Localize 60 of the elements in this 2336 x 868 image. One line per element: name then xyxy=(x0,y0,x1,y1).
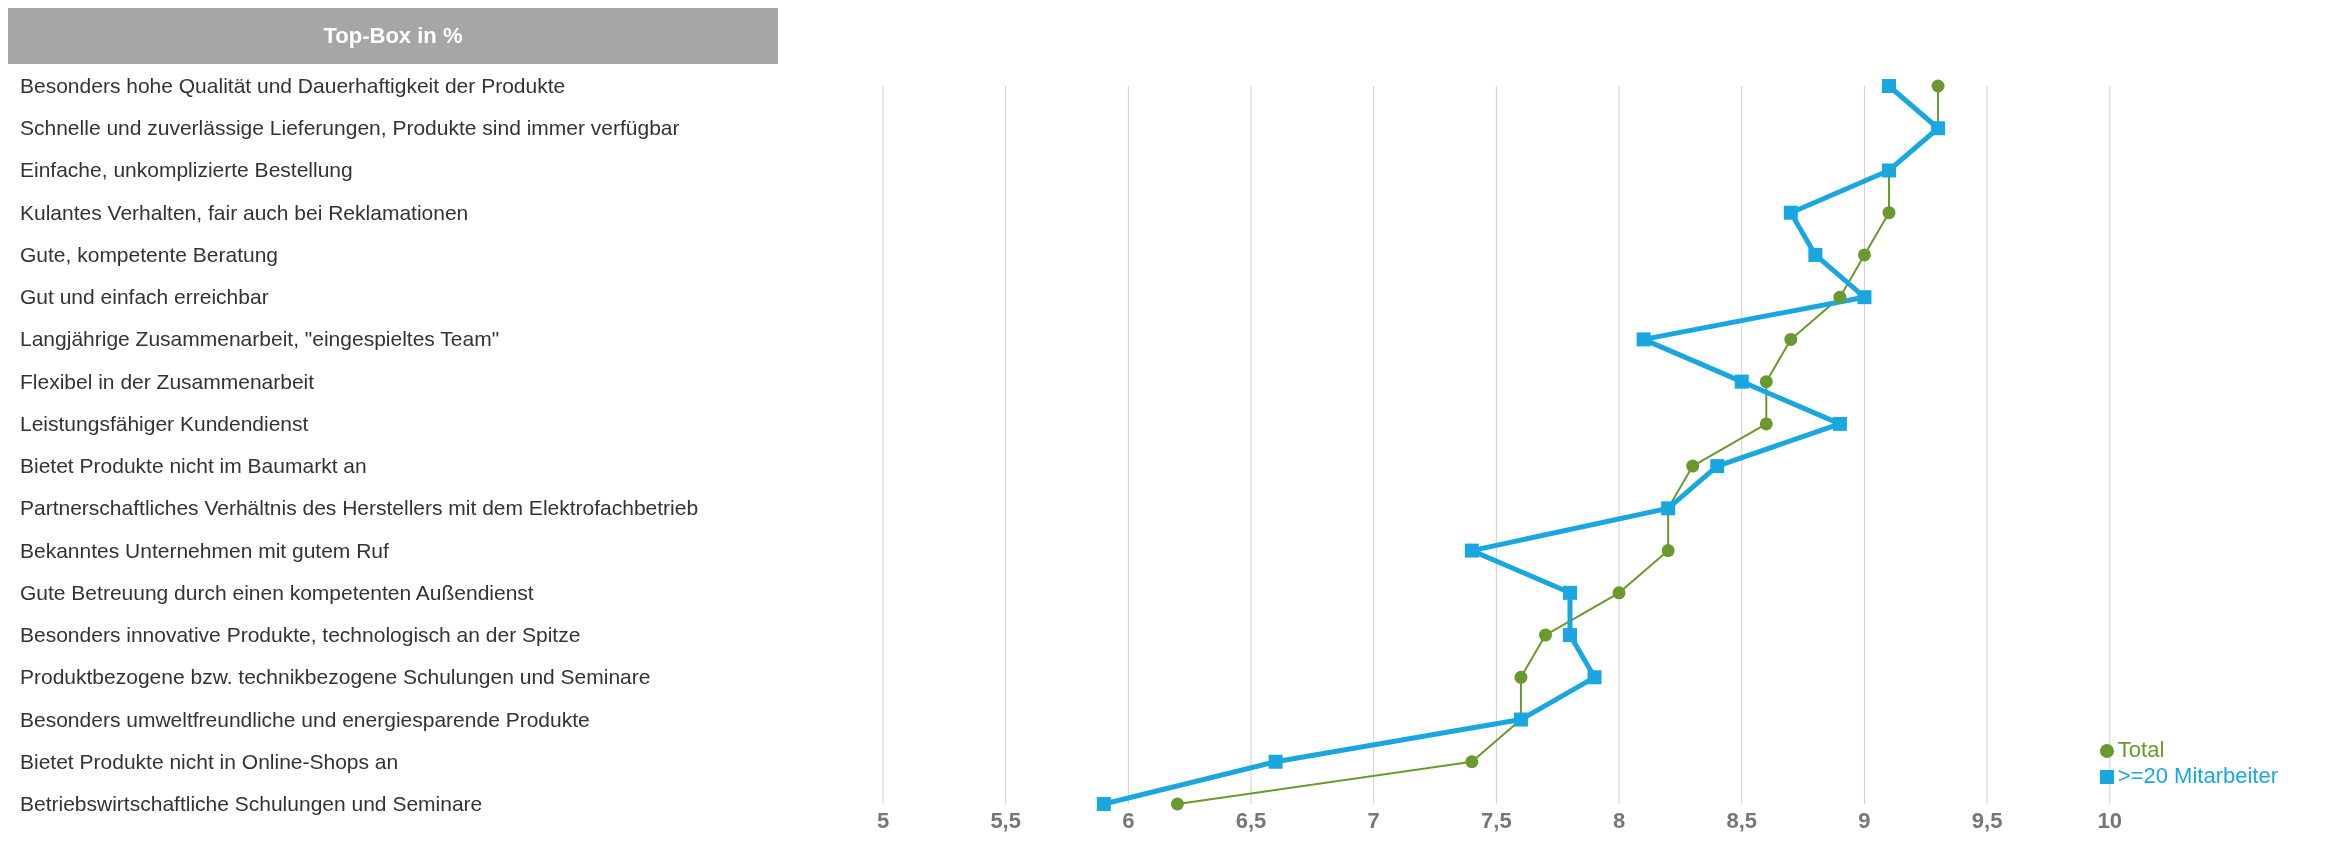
y-tick-label: Leistungsfähiger Kundendienst xyxy=(20,411,309,435)
x-tick-label: 7 xyxy=(1367,807,1380,833)
point xyxy=(1096,797,1111,811)
point xyxy=(1710,459,1725,474)
point xyxy=(1784,332,1798,346)
y-tick-label: Gute, kompetente Beratung xyxy=(20,242,278,266)
y-tick-label: Besonders hohe Qualität und Dauerhaftigkeit der Produkte xyxy=(20,74,566,97)
point xyxy=(1857,290,1872,305)
y-tick-label: Schnelle und zuverlässige Lieferungen, Produkte sind immer verfügbar xyxy=(20,116,680,140)
y-tick-label: Gute Betreuung durch einen kompetenten Außendienst xyxy=(20,580,534,604)
y-tick-label: Gut und einfach erreichbar xyxy=(20,285,269,309)
y-tick-label: Besonders umweltfreundliche und energiesparende Produkte xyxy=(20,707,590,731)
point xyxy=(1882,206,1896,220)
y-tick-label: Partnerschaftliches Verhältnis des Herstellers mit dem Elektrofachbetrieb xyxy=(20,496,699,520)
point xyxy=(1514,670,1528,684)
y-tick-label: Kulantes Verhalten, fair auch bei Reklamationen xyxy=(20,200,469,224)
y-tick-label: Einfache, unkomplizierte Bestellung xyxy=(20,158,353,182)
x-tick-label: 8 xyxy=(1612,807,1626,833)
y-tick-label: Produktbezogene bzw. technikbezogene Schulungen und Seminare xyxy=(20,665,651,689)
x-tick-label: 8,5 xyxy=(1726,807,1758,833)
x-tick-label: 5,5 xyxy=(990,807,1021,833)
x-tick-label: 10 xyxy=(2097,807,2123,833)
y-tick-label: Bietet Produkte nicht im Baumarkt an xyxy=(20,454,367,478)
x-tick-label: 6 xyxy=(1122,807,1135,833)
point xyxy=(1783,205,1798,220)
y-tick-label: Besonders innovative Produkte, technologisch an der Spitze xyxy=(20,623,581,647)
point xyxy=(1170,797,1184,811)
point xyxy=(1636,332,1651,347)
point xyxy=(1759,375,1773,389)
y-tick-label: Flexibel in der Zusammenarbeit xyxy=(20,369,315,393)
point xyxy=(1563,585,1578,600)
point xyxy=(1464,543,1479,558)
point xyxy=(1833,290,1847,304)
point xyxy=(1661,544,1675,558)
x-tick-label: 9,5 xyxy=(1971,807,2003,833)
legend-label: Total xyxy=(2117,737,2165,762)
point xyxy=(1734,374,1749,389)
point xyxy=(1587,670,1602,685)
point xyxy=(1857,248,1871,262)
x-tick-label: 6,5 xyxy=(1235,807,1267,833)
point xyxy=(1563,628,1578,643)
x-tick-label: 7,5 xyxy=(1481,807,1512,833)
x-tick-label: 5 xyxy=(876,807,890,833)
y-tick-label: Langjährige Zusammenarbeit, "eingespieltes Team" xyxy=(20,327,500,351)
point xyxy=(1268,754,1283,769)
text: Top-Box in % xyxy=(8,8,778,64)
y-tick-label: Bietet Produkte nicht in Online-Shops an xyxy=(20,749,399,773)
point xyxy=(1612,586,1626,600)
point xyxy=(1465,755,1479,769)
point xyxy=(1832,416,1847,431)
point xyxy=(1881,79,1896,93)
point xyxy=(1808,247,1823,262)
y-tick-label: Bekanntes Unternehmen mit gutem Ruf xyxy=(20,538,390,562)
point xyxy=(1538,628,1552,642)
point xyxy=(1931,79,1945,93)
legend-label: >=20 Mitarbeiter xyxy=(2117,763,2278,788)
point xyxy=(1759,417,1773,431)
x-tick-label: 9 xyxy=(1858,807,1871,833)
point xyxy=(1686,459,1700,473)
y-tick-label: Betriebswirtschaftliche Schulungen und Seminare xyxy=(20,792,483,815)
